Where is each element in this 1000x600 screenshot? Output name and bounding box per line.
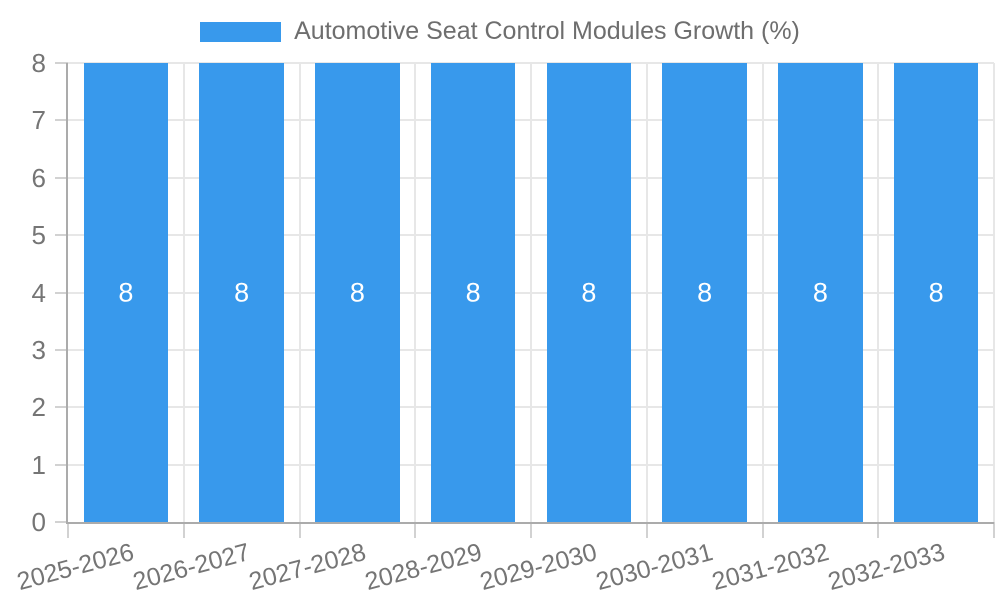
- x-gridline: [414, 63, 417, 522]
- bar[interactable]: [199, 63, 284, 522]
- x-axis-label: 2032-2033: [824, 538, 948, 596]
- x-axis-label: 2026-2027: [130, 538, 253, 596]
- y-axis-label: 6: [31, 162, 46, 193]
- bar[interactable]: [662, 63, 747, 522]
- y-tick: [55, 234, 68, 237]
- bar-value-label: 8: [118, 277, 134, 307]
- bar[interactable]: [315, 63, 400, 522]
- bar[interactable]: [893, 63, 979, 522]
- x-axis-label: 2029-2030: [477, 538, 601, 596]
- x-axis-label: 2028-2029: [361, 538, 485, 596]
- x-gridline: [530, 63, 532, 522]
- y-tick: [55, 463, 68, 466]
- chart-legend[interactable]: Automotive Seat Control Modules Growth (…: [0, 17, 1000, 46]
- x-axis-label: 2031-2032: [708, 538, 832, 596]
- x-gridline: [877, 63, 880, 522]
- x-gridline: [645, 63, 648, 522]
- y-axis-label: 0: [31, 507, 46, 537]
- y-axis-line: [66, 63, 68, 524]
- x-axis-label: 2025-2026: [14, 538, 138, 596]
- x-tick: [414, 522, 417, 538]
- y-tick: [55, 521, 68, 523]
- y-axis-label: 5: [31, 220, 46, 251]
- y-axis-label: 3: [31, 334, 46, 365]
- y-axis-label: 4: [31, 277, 46, 308]
- y-axis-label: 1: [31, 449, 46, 480]
- bar[interactable]: [83, 63, 169, 522]
- bar[interactable]: [546, 63, 632, 522]
- y-tick: [55, 291, 68, 294]
- y-tick: [55, 406, 68, 409]
- legend-swatch: [200, 21, 282, 42]
- y-tick: [55, 176, 68, 179]
- y-tick: [55, 119, 68, 122]
- bar-value-label: 8: [697, 277, 713, 307]
- bar[interactable]: [778, 63, 863, 522]
- y-axis-label: 7: [31, 105, 46, 136]
- x-tick: [67, 522, 69, 538]
- x-axis-line: [66, 522, 994, 524]
- x-tick: [993, 522, 995, 538]
- x-gridline: [993, 63, 995, 522]
- x-axis-label: 2030-2031: [593, 538, 716, 596]
- bar-value-label: 8: [581, 277, 597, 307]
- y-tick: [55, 62, 68, 64]
- x-gridline: [182, 63, 185, 522]
- x-tick: [877, 522, 880, 538]
- bar-value-label: 8: [234, 277, 250, 307]
- x-axis-label: 2027-2028: [245, 538, 369, 596]
- x-gridline: [761, 63, 764, 522]
- bar[interactable]: [430, 63, 516, 522]
- bar-value-label: 8: [465, 277, 481, 307]
- x-tick: [298, 522, 301, 538]
- x-tick: [530, 522, 532, 538]
- y-tick: [55, 348, 68, 351]
- x-tick: [761, 522, 764, 538]
- x-gridline: [298, 63, 301, 522]
- legend-label: Automotive Seat Control Modules Growth (…: [294, 17, 800, 45]
- bar-value-label: 8: [349, 277, 365, 307]
- x-tick: [645, 522, 648, 538]
- y-axis-label: 8: [31, 48, 46, 78]
- bar-value-label: 8: [812, 277, 828, 307]
- x-tick: [182, 522, 185, 538]
- y-axis-label: 2: [31, 392, 46, 423]
- bar-value-label: 8: [928, 277, 944, 307]
